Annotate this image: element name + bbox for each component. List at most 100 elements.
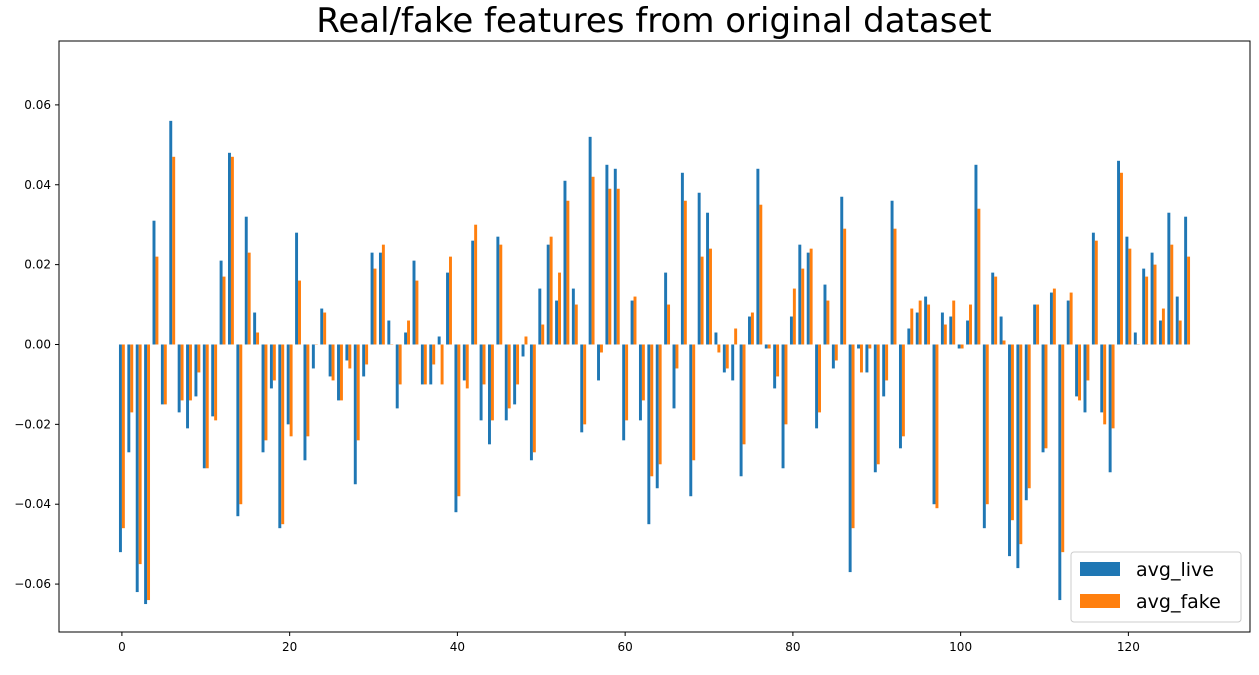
- bar-avg-fake-14: [239, 344, 243, 505]
- bar-avg-fake-95: [918, 300, 922, 345]
- bar-avg-live-74: [739, 344, 743, 477]
- bar-avg-live-48: [521, 344, 525, 357]
- bar-avg-live-49: [529, 344, 533, 461]
- bar-avg-fake-83: [818, 344, 821, 413]
- bar-avg-fake-5: [163, 344, 167, 405]
- bar-avg-live-102: [974, 164, 978, 345]
- bar-avg-fake-46: [507, 344, 511, 409]
- bars-group: [118, 120, 1191, 605]
- bar-avg-fake-30: [373, 268, 377, 345]
- bar-avg-fake-110: [1044, 344, 1048, 449]
- bar-avg-fake-9: [197, 344, 201, 373]
- bar-avg-live-37: [429, 344, 433, 385]
- bar-avg-live-11: [211, 344, 215, 417]
- bar-avg-live-64: [655, 344, 659, 489]
- bar-avg-fake-104: [994, 276, 998, 345]
- bar-avg-fake-56: [591, 176, 595, 345]
- bar-avg-live-31: [378, 252, 382, 345]
- bar-avg-live-26: [337, 344, 340, 401]
- bar-avg-live-79: [781, 344, 785, 469]
- bar-avg-live-117: [1100, 344, 1104, 413]
- x-tick-label: 0: [118, 640, 126, 654]
- bar-avg-fake-42: [474, 224, 478, 345]
- bar-avg-live-99: [949, 316, 953, 345]
- bar-avg-live-5: [160, 344, 164, 405]
- bar-avg-fake-69: [700, 256, 704, 345]
- bar-avg-fake-97: [935, 344, 939, 509]
- bar-avg-live-107: [1016, 344, 1020, 569]
- bar-avg-fake-116: [1094, 240, 1098, 345]
- y-tick-label: −0.06: [14, 577, 51, 591]
- bar-avg-fake-17: [264, 344, 268, 441]
- bar-avg-fake-68: [692, 344, 696, 461]
- bar-avg-fake-92: [893, 228, 897, 345]
- bar-avg-fake-45: [499, 244, 503, 345]
- bar-avg-fake-47: [516, 344, 520, 385]
- bar-avg-fake-125: [1170, 244, 1174, 345]
- x-tick-label: 60: [618, 640, 633, 654]
- bar-avg-fake-19: [281, 344, 285, 525]
- y-tick-label: −0.04: [14, 497, 51, 511]
- bar-avg-fake-41: [465, 344, 469, 389]
- bar-avg-live-24: [320, 308, 324, 345]
- bar-avg-live-62: [638, 344, 642, 421]
- bar-avg-fake-34: [407, 320, 411, 345]
- bar-avg-fake-37: [432, 344, 436, 365]
- bar-avg-live-67: [680, 172, 684, 345]
- bar-avg-live-46: [504, 344, 508, 421]
- bar-avg-live-76: [756, 168, 760, 345]
- bar-avg-live-27: [345, 344, 349, 361]
- bar-avg-live-28: [353, 344, 357, 485]
- bar-avg-fake-25: [331, 344, 335, 381]
- bar-avg-live-30: [370, 252, 374, 345]
- bar-avg-live-124: [1159, 320, 1162, 345]
- bar-avg-fake-6: [172, 156, 176, 345]
- bar-avg-live-94: [907, 328, 911, 345]
- bar-avg-fake-67: [683, 200, 687, 345]
- bar-avg-live-65: [664, 272, 668, 345]
- bar-avg-fake-118: [1111, 344, 1115, 429]
- bar-avg-live-122: [1142, 268, 1146, 345]
- bar-avg-fake-74: [742, 344, 746, 445]
- chart-title: Real/fake features from original dataset: [316, 1, 991, 41]
- bar-avg-live-72: [722, 344, 726, 373]
- bar-avg-fake-12: [222, 276, 226, 345]
- bar-avg-live-6: [169, 120, 173, 345]
- bar-avg-live-20: [286, 344, 290, 425]
- bar-avg-live-100: [957, 344, 961, 349]
- bar-avg-live-88: [857, 344, 860, 349]
- legend: avg_live avg_fake: [1070, 551, 1242, 623]
- bar-avg-fake-2: [138, 344, 142, 565]
- bar-avg-live-101: [966, 320, 970, 345]
- bar-avg-fake-113: [1069, 292, 1073, 345]
- bar-avg-live-29: [362, 344, 366, 377]
- bar-avg-live-90: [873, 344, 877, 473]
- bar-avg-fake-7: [180, 344, 184, 401]
- bar-avg-live-16: [253, 312, 257, 345]
- bar-avg-fake-76: [759, 204, 763, 345]
- y-tick-label: −0.02: [14, 417, 51, 431]
- bar-avg-live-96: [924, 296, 928, 345]
- bar-avg-fake-21: [298, 280, 301, 345]
- bar-avg-fake-43: [482, 344, 486, 385]
- bar-avg-live-121: [1133, 332, 1137, 345]
- bar-avg-live-36: [420, 344, 424, 385]
- bar-avg-live-110: [1041, 344, 1045, 453]
- x-tick-label: 120: [1117, 640, 1140, 654]
- bar-avg-live-7: [177, 344, 181, 413]
- bar-avg-live-45: [496, 236, 500, 345]
- bar-avg-fake-3: [147, 344, 151, 601]
- bar-avg-fake-62: [641, 344, 645, 401]
- bar-avg-fake-89: [868, 344, 872, 349]
- bar-avg-fake-81: [801, 268, 805, 345]
- bar-avg-fake-103: [985, 344, 989, 505]
- bar-avg-fake-50: [541, 324, 545, 345]
- bar-avg-fake-40: [457, 344, 461, 497]
- bar-avg-fake-101: [969, 304, 972, 345]
- bar-avg-live-119: [1117, 160, 1120, 345]
- x-axis: 0 20 40 60 80 100 120: [118, 632, 1140, 654]
- bar-avg-live-127: [1184, 216, 1188, 345]
- bar-avg-fake-71: [717, 344, 721, 353]
- y-tick-label: 0.04: [24, 178, 51, 192]
- bar-avg-live-105: [999, 316, 1003, 345]
